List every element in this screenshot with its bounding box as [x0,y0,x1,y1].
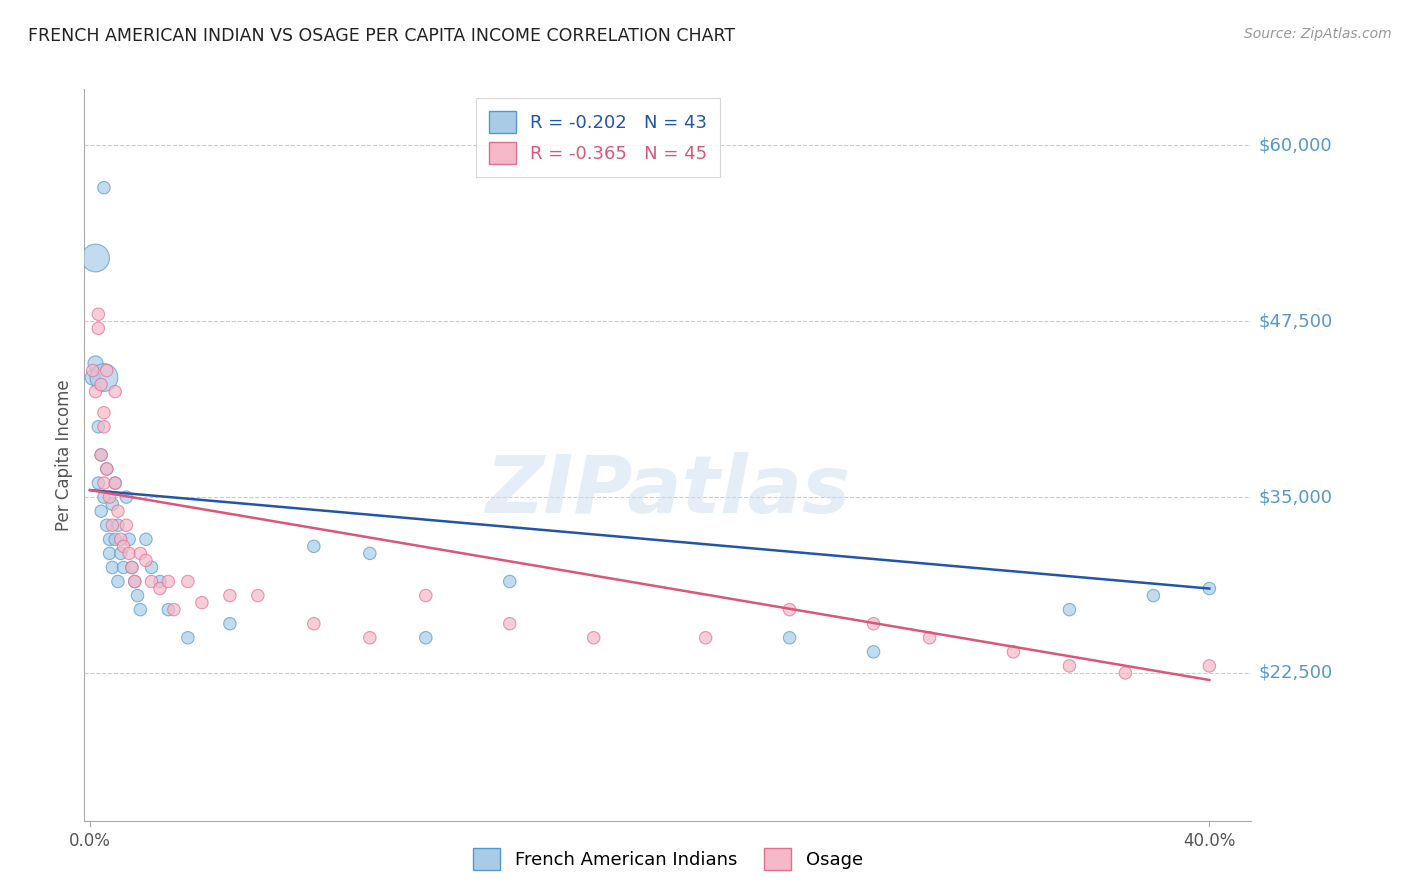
Point [779,631,801,645]
Point [98,546,121,560]
Point [779,602,801,616]
Point [415,631,437,645]
Point [219,589,242,603]
Point [90,448,112,462]
Point [82,370,104,384]
Point [1114,665,1136,680]
Point [93,490,115,504]
Point [87,307,110,321]
Point [862,645,884,659]
Point [1198,659,1220,673]
Point [499,574,522,589]
Point [84,384,107,399]
Point [101,560,124,574]
Point [157,574,180,589]
Point [135,553,157,567]
Point [695,631,717,645]
Point [246,589,269,603]
Point [90,504,112,518]
Point [141,560,163,574]
Point [121,560,143,574]
Point [107,518,129,533]
Point [93,419,115,434]
Point [177,574,200,589]
Point [107,574,129,589]
Point [110,546,132,560]
Point [359,631,381,645]
Point [87,321,110,335]
Point [149,574,172,589]
Point [96,462,118,476]
Point [129,546,152,560]
Point [141,574,163,589]
Point [118,533,141,547]
Point [112,560,135,574]
Point [1198,582,1220,596]
Legend: French American Indians, Osage: French American Indians, Osage [465,841,870,878]
Point [104,476,127,491]
Point [87,419,110,434]
Point [110,533,132,547]
Text: Source: ZipAtlas.com: Source: ZipAtlas.com [1244,27,1392,41]
Point [121,560,143,574]
Point [135,533,157,547]
Point [98,533,121,547]
Text: 40.0%: 40.0% [1184,832,1236,850]
Point [302,539,325,553]
Point [112,539,135,553]
Point [582,631,605,645]
Point [129,602,152,616]
Point [302,616,325,631]
Point [98,490,121,504]
Point [115,490,138,504]
Text: ZIPatlas: ZIPatlas [485,452,851,531]
Point [115,518,138,533]
Point [177,631,200,645]
Point [96,462,118,476]
Point [415,589,437,603]
Point [127,589,149,603]
Point [1002,645,1025,659]
Point [1142,589,1164,603]
Point [84,356,107,371]
Point [104,384,127,399]
Point [90,377,112,392]
Point [157,602,180,616]
Point [1059,602,1081,616]
Point [96,518,118,533]
Y-axis label: Per Capita Income: Per Capita Income [55,379,73,531]
Text: $35,000: $35,000 [1258,488,1333,506]
Point [101,518,124,533]
Point [1059,659,1081,673]
Point [93,370,115,384]
Point [84,251,107,265]
Point [82,363,104,377]
Point [93,406,115,420]
Point [107,504,129,518]
Point [96,363,118,377]
Point [124,574,146,589]
Point [104,476,127,491]
Text: $22,500: $22,500 [1258,664,1333,682]
Text: $47,500: $47,500 [1258,312,1333,330]
Point [90,448,112,462]
Point [104,533,127,547]
Point [359,546,381,560]
Point [191,596,214,610]
Point [499,616,522,631]
Point [101,497,124,511]
Point [163,602,186,616]
Text: FRENCH AMERICAN INDIAN VS OSAGE PER CAPITA INCOME CORRELATION CHART: FRENCH AMERICAN INDIAN VS OSAGE PER CAPI… [28,27,735,45]
Point [918,631,941,645]
Point [862,616,884,631]
Point [93,180,115,194]
Point [118,546,141,560]
Point [149,582,172,596]
Text: 0.0%: 0.0% [69,832,111,850]
Point [87,476,110,491]
Text: $60,000: $60,000 [1258,136,1331,154]
Point [219,616,242,631]
Point [93,476,115,491]
Point [124,574,146,589]
